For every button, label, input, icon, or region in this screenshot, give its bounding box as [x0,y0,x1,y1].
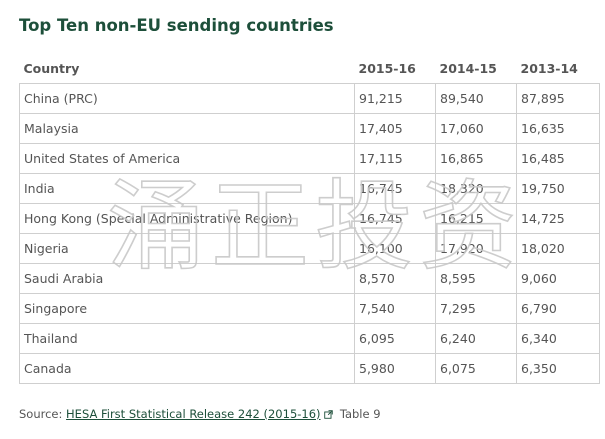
source-prefix: Source: [19,407,63,421]
value-cell: 16,745 [354,173,436,204]
value-cell: 17,405 [354,113,436,144]
source-link[interactable]: HESA First Statistical Release 242 (2015… [66,407,321,421]
value-cell: 6,075 [435,353,517,384]
country-cell: China (PRC) [19,83,355,114]
source-note: Source: HESA First Statistical Release 2… [19,407,381,421]
value-cell: 6,340 [516,323,600,354]
table-row: Saudi Arabia 8,570 8,595 9,060 [19,263,600,294]
value-cell: 16,100 [354,233,436,264]
value-cell: 7,540 [354,293,436,324]
value-cell: 17,115 [354,143,436,174]
country-cell: Singapore [19,293,355,324]
column-header-country: Country [23,60,80,76]
country-cell: India [19,173,355,204]
value-cell: 6,790 [516,293,600,324]
value-cell: 8,595 [435,263,517,294]
table-row: Malaysia 17,405 17,060 16,635 [19,113,600,144]
country-cell: Hong Kong (Special Administrative Region… [19,203,355,234]
value-cell: 6,095 [354,323,436,354]
column-header-2013-14: 2013-14 [520,60,578,76]
value-cell: 6,240 [435,323,517,354]
table-row: Hong Kong (Special Administrative Region… [19,203,600,234]
country-cell: Saudi Arabia [19,263,355,294]
external-link-icon[interactable] [324,410,333,419]
value-cell: 19,750 [516,173,600,204]
value-cell: 16,635 [516,113,600,144]
table-row: Canada 5,980 6,075 6,350 [19,353,600,384]
value-cell: 17,060 [435,113,517,144]
table-row: Singapore 7,540 7,295 6,790 [19,293,600,324]
table-row: United States of America 17,115 16,865 16,4… [19,143,600,174]
value-cell: 17,920 [435,233,517,264]
value-cell: 16,865 [435,143,517,174]
table-row: Nigeria 16,100 17,920 18,020 [19,233,600,264]
source-suffix: Table 9 [339,407,381,421]
table-row: India 16,745 18,320 19,750 [19,173,600,204]
country-cell: United States of America [19,143,355,174]
country-cell: Canada [19,353,355,384]
table-header-row: Country 2015-16 2014-15 2013-14 [20,53,600,84]
value-cell: 89,540 [435,83,517,114]
value-cell: 16,485 [516,143,600,174]
value-cell: 18,320 [435,173,517,204]
value-cell: 91,215 [354,83,436,114]
value-cell: 8,570 [354,263,436,294]
column-header-2014-15: 2014-15 [439,60,497,76]
countries-table: Country 2015-16 2014-15 2013-14 China (P… [19,53,600,384]
column-header-2015-16: 2015-16 [358,60,416,76]
country-cell: Thailand [19,323,355,354]
value-cell: 16,745 [354,203,436,234]
table-row: Thailand 6,095 6,240 6,340 [19,323,600,354]
country-cell: Malaysia [19,113,355,144]
value-cell: 5,980 [354,353,436,384]
table-row: China (PRC) 91,215 89,540 87,895 [19,83,600,114]
value-cell: 6,350 [516,353,600,384]
value-cell: 18,020 [516,233,600,264]
value-cell: 87,895 [516,83,600,114]
page-title: Top Ten non-EU sending countries [19,16,334,35]
value-cell: 9,060 [516,263,600,294]
value-cell: 16,215 [435,203,517,234]
value-cell: 14,725 [516,203,600,234]
country-cell: Nigeria [19,233,355,264]
value-cell: 7,295 [435,293,517,324]
